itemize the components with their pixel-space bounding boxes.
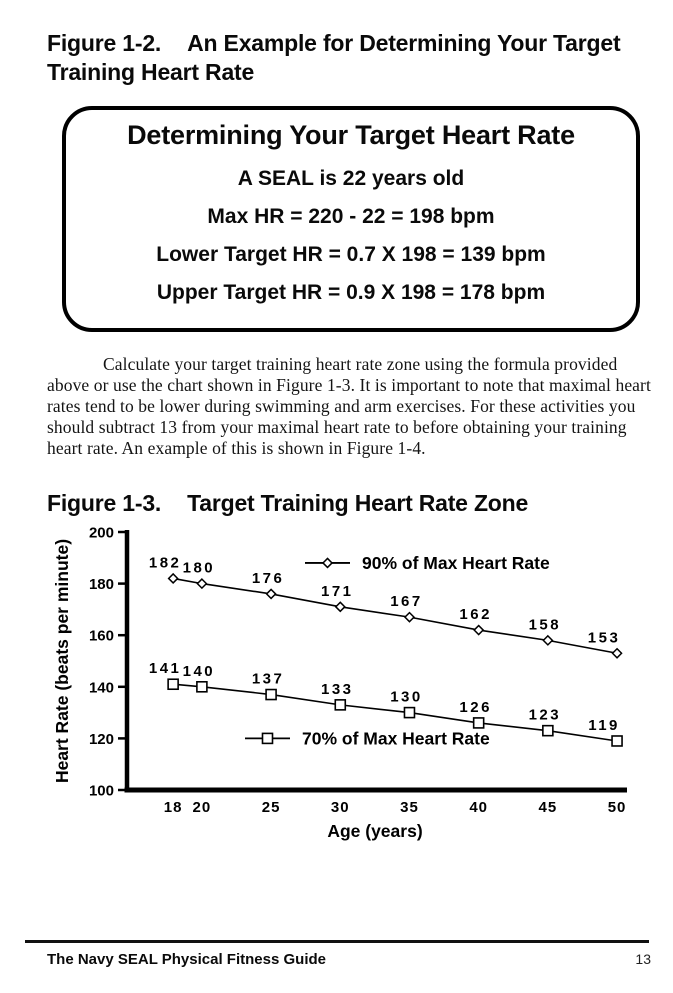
legend-70pct: 70% of Max Heart Rate: [245, 728, 490, 748]
heart-rate-chart: 100 120 140 160 180 200 18 20 25 30 35 40 45 50 Age (y…: [52, 525, 627, 841]
diamond-marker-icon: [265, 588, 277, 600]
data-label: 141: [149, 660, 182, 677]
x-tick-label: 50: [608, 799, 627, 816]
callout-line-upper-target: Upper Target HR = 0.9 X 198 = 178 bpm: [156, 281, 546, 304]
diamond-marker-icon: [334, 601, 346, 613]
y-tick-label: 200: [89, 525, 114, 542]
figure-1-3-title: Target Training Heart Rate Zone: [187, 490, 529, 516]
y-tick-label: 180: [89, 576, 114, 593]
data-label: 133: [321, 681, 354, 698]
series-70pct: 141 140 137 133 130 126 123 119: [149, 660, 623, 747]
callout-title: Determining Your Target Heart Rate: [127, 120, 575, 150]
x-tick-label: 30: [331, 799, 350, 816]
y-tick-label: 100: [89, 783, 114, 800]
square-marker-icon: [196, 681, 208, 693]
data-label: 123: [529, 707, 562, 724]
x-tick-label: 35: [400, 799, 419, 816]
y-tick-label: 160: [89, 628, 114, 645]
square-marker-icon: [611, 735, 623, 747]
callout-line-age: A SEAL is 22 years old: [237, 167, 465, 190]
footer-title: The Navy SEAL Physical Fitness Guide: [47, 951, 326, 968]
body-paragraph: Calculate your target training heart rat…: [47, 354, 651, 458]
legend-label: 70% of Max Heart Rate: [302, 728, 490, 748]
diamond-marker-icon: [167, 572, 179, 585]
x-axis-title: Age (years): [327, 821, 422, 841]
example-callout-box: Determining Your Target Heart Rate A SEA…: [62, 106, 640, 332]
y-tick-label: 120: [89, 731, 114, 748]
legend-label: 90% of Max Heart Rate: [362, 553, 550, 573]
square-marker-icon: [261, 732, 274, 745]
y-axis-title: Heart Rate (beats per minute): [52, 539, 72, 783]
square-marker-icon: [403, 706, 416, 719]
x-tick-label: 40: [469, 799, 488, 816]
y-tick-label: 140: [89, 679, 114, 696]
square-marker-icon: [334, 699, 347, 711]
callout-line-lower-target: Lower Target HR = 0.7 X 198 = 139 bpm: [156, 243, 546, 266]
square-marker-icon: [265, 688, 277, 701]
diamond-marker-icon: [321, 557, 334, 569]
diamond-marker-icon: [611, 647, 623, 659]
square-marker-icon: [167, 678, 179, 691]
diamond-marker-icon: [196, 578, 208, 590]
diamond-marker-icon: [542, 634, 554, 646]
legend-90pct: 90% of Max Heart Rate: [305, 553, 550, 573]
callout-line-maxhr: Max HR = 220 - 22 = 198 bpm: [207, 205, 495, 228]
data-label: 162: [459, 606, 492, 623]
data-label: 182: [149, 554, 182, 571]
data-label: 180: [183, 560, 216, 577]
data-label: 158: [529, 616, 562, 633]
square-marker-icon: [542, 724, 554, 737]
data-label: 126: [459, 699, 492, 716]
x-tick-label: 45: [539, 799, 558, 816]
data-label: 171: [321, 583, 354, 600]
chart-axes: 100 120 140 160 180 200 18 20 25 30 35 40 45 50 Age (y…: [52, 525, 627, 841]
data-label: 140: [183, 663, 216, 680]
diamond-marker-icon: [403, 611, 416, 623]
figure-1-2-title: An Example for Determining Your Target T…: [47, 30, 621, 85]
footer-rule: [25, 940, 649, 943]
x-tick-label: 18: [164, 799, 183, 816]
x-tick-label: 20: [193, 799, 212, 816]
square-marker-icon: [472, 717, 485, 729]
diamond-marker-icon: [473, 624, 485, 636]
data-label: 137: [252, 671, 285, 688]
figure-1-3-heading: Figure 1-3. Target Training Heart Rate Zo…: [47, 489, 653, 518]
figure-1-2-heading: Figure 1-2. An Example for Determining Yo…: [47, 29, 653, 87]
data-label: 176: [252, 570, 285, 587]
data-label: 130: [390, 689, 423, 706]
x-tick-label: 25: [262, 799, 281, 816]
figure-1-2-label: Figure 1-2.: [47, 30, 162, 56]
data-label: 153: [588, 629, 621, 646]
series-90pct: 182 180 176 171 167 162 158 153: [149, 554, 623, 659]
data-label: 119: [588, 717, 620, 734]
data-label: 167: [390, 593, 423, 610]
footer-page-number: 13: [635, 951, 651, 967]
figure-1-3-label: Figure 1-3.: [47, 490, 162, 516]
